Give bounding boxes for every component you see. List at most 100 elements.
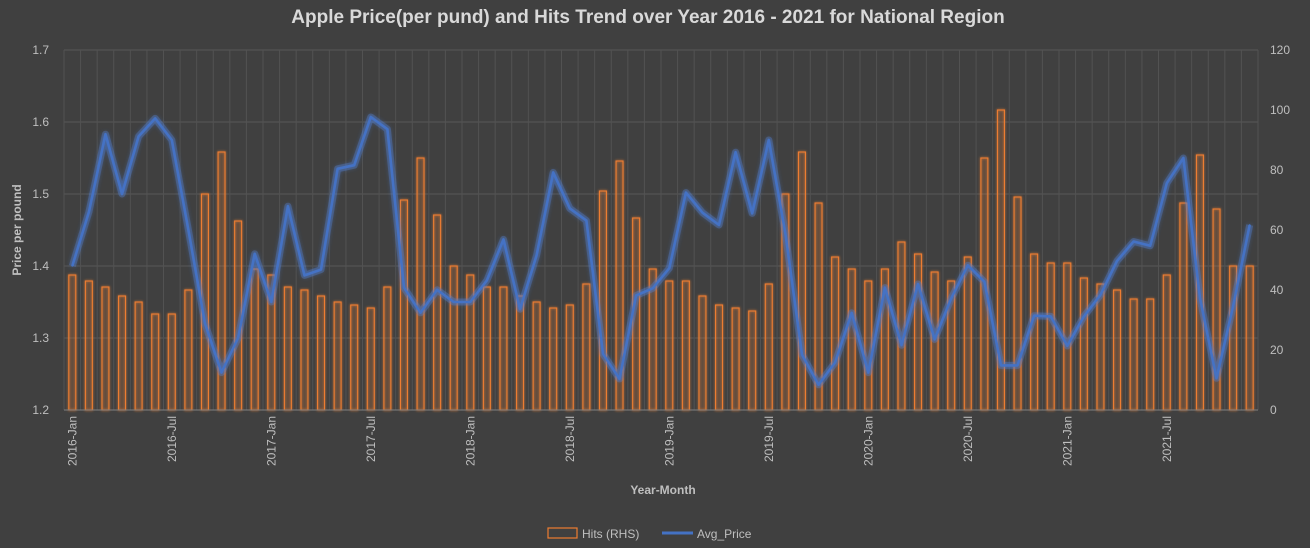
price-point <box>917 283 919 285</box>
y-tick-label: 1.2 <box>32 403 49 417</box>
hits-bar <box>151 313 160 411</box>
price-point <box>1132 240 1135 243</box>
price-point <box>154 117 157 120</box>
x-axis-title: Year-Month <box>630 483 695 497</box>
price-point <box>1099 294 1102 296</box>
chart-title: Apple Price(per pund) and Hits Trend ove… <box>291 7 1004 28</box>
hits-bar <box>582 283 591 411</box>
hits-bar <box>84 280 93 411</box>
price-point <box>452 301 455 303</box>
price-point <box>635 294 637 297</box>
price-point <box>502 238 505 241</box>
legend: Hits (RHS) Avg_Price <box>547 527 752 541</box>
x-tick-label: 2017-Jul <box>364 416 378 462</box>
price-point <box>519 308 521 311</box>
x-tick-label: 2019-Jul <box>762 416 776 462</box>
hits-bar <box>715 304 724 411</box>
price-point <box>336 168 339 170</box>
price-point <box>436 288 438 291</box>
hits-bar <box>416 157 425 411</box>
price-point <box>1248 224 1251 226</box>
hits-bar <box>532 301 541 411</box>
price-point <box>585 219 588 222</box>
hits-bar <box>499 286 508 411</box>
hits-bar <box>482 286 491 411</box>
hits-bar <box>1046 262 1055 411</box>
gridlines <box>63 49 1259 411</box>
hits-bar <box>250 268 259 411</box>
hits-bar <box>847 268 856 411</box>
hits-bar <box>1179 202 1188 411</box>
price-point <box>237 337 239 339</box>
price-point <box>71 265 74 267</box>
price-point <box>369 116 372 118</box>
x-tick-label: 2018-Jan <box>463 416 477 466</box>
price-point <box>137 135 140 138</box>
hits-bar <box>383 286 392 411</box>
price-point <box>1000 364 1002 367</box>
x-tick-label: 2017-Jan <box>264 416 278 466</box>
hits-bar <box>914 253 923 411</box>
price-point <box>220 371 223 374</box>
axes: 1.2 1.3 1.4 1.5 1.6 1.7 0 20 40 60 80 100 120 2016-Ja… <box>32 43 1290 466</box>
y-tick-label: 1.7 <box>32 43 49 57</box>
price-point <box>104 133 107 136</box>
price-point <box>1033 314 1035 317</box>
hits-bar <box>433 214 442 411</box>
hits-bar <box>300 289 309 411</box>
price-point <box>850 312 853 314</box>
price-point <box>751 212 754 215</box>
y-tick-label: 1.6 <box>32 115 49 129</box>
y2-tick-label: 100 <box>1270 103 1290 117</box>
y-tick-label: 1.3 <box>32 331 49 345</box>
hits-bar <box>598 190 607 411</box>
x-tick-label: 2020-Jul <box>961 416 975 462</box>
price-point <box>403 286 405 289</box>
hits-bar <box>831 256 840 411</box>
price-point <box>287 205 289 208</box>
y2-tick-label: 20 <box>1270 343 1284 357</box>
price-point <box>535 254 538 256</box>
price-point <box>668 267 671 269</box>
legend-hits-swatch <box>547 527 578 539</box>
price-point <box>1083 315 1085 318</box>
price-point <box>320 268 322 271</box>
price-point <box>900 344 903 347</box>
hits-bar <box>963 256 972 411</box>
price-point <box>486 279 488 282</box>
price-point <box>270 301 273 303</box>
hits-bar <box>1079 277 1088 411</box>
price-point <box>187 229 190 231</box>
hits-bar <box>134 301 143 411</box>
price-point <box>701 211 704 214</box>
price-point <box>966 264 969 267</box>
x-tick-label: 2019-Jan <box>662 416 676 466</box>
price-point <box>303 274 306 277</box>
price-point <box>469 301 472 303</box>
y2-tick-label: 0 <box>1270 403 1277 417</box>
price-point <box>718 224 720 226</box>
price-point <box>170 139 173 141</box>
y-axis-title: Price per pound <box>10 184 24 275</box>
legend-price-label: Avg_Price <box>697 527 752 541</box>
hits-bar <box>317 295 326 411</box>
x-tick-label: 2016-Jul <box>165 416 179 462</box>
x-tick-label: 2020-Jan <box>861 416 875 466</box>
hits-bar <box>283 286 292 411</box>
hits-bar <box>516 295 525 411</box>
price-point <box>386 128 389 130</box>
x-tick-label: 2018-Jul <box>563 416 577 462</box>
x-tick-label: 2021-Jan <box>1060 416 1074 466</box>
hits-bar <box>167 313 176 411</box>
hits-bar <box>366 307 375 411</box>
hits-bar <box>549 307 558 411</box>
hits-bar <box>1129 298 1138 411</box>
price-point <box>784 232 787 235</box>
hits-bar <box>698 295 707 411</box>
hits-bar <box>565 304 574 411</box>
hits-bar <box>101 286 110 411</box>
hits-bar <box>731 307 740 411</box>
price-point <box>1016 364 1019 367</box>
